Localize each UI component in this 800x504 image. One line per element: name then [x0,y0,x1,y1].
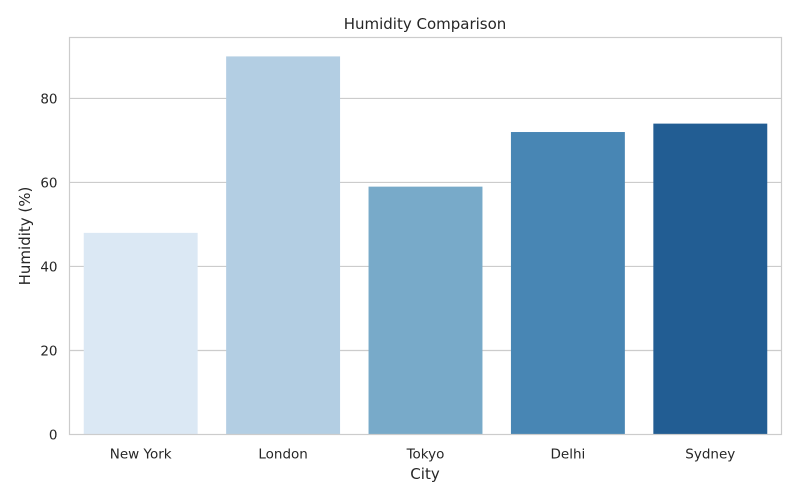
x-tick-label: London [258,447,308,463]
y-tick-label: 0 [49,428,58,444]
bar-london [226,56,341,435]
x-axis-label: City [410,465,440,483]
x-tick-label: Sydney [685,447,735,463]
bars [83,56,768,435]
x-tick-label: Delhi [551,447,586,463]
bar-delhi [510,132,625,435]
bar-sydney [653,123,768,435]
y-tick-label: 80 [40,91,57,107]
y-tick-label: 20 [40,343,57,359]
bar-tokyo [368,186,483,435]
y-tick-label: 40 [40,259,57,275]
x-tick-label: New York [110,447,172,463]
chart-title: Humidity Comparison [344,15,507,33]
y-axis-label: Humidity (%) [16,187,34,286]
y-tick-label: 60 [40,175,57,191]
x-tick-labels: New York London Tokyo Delhi Sydney [110,447,736,463]
bar-new-york [83,232,198,435]
y-tick-labels: 0 20 40 60 80 [40,91,57,443]
plot-frame [68,36,783,436]
x-tick-label: Tokyo [406,447,445,463]
